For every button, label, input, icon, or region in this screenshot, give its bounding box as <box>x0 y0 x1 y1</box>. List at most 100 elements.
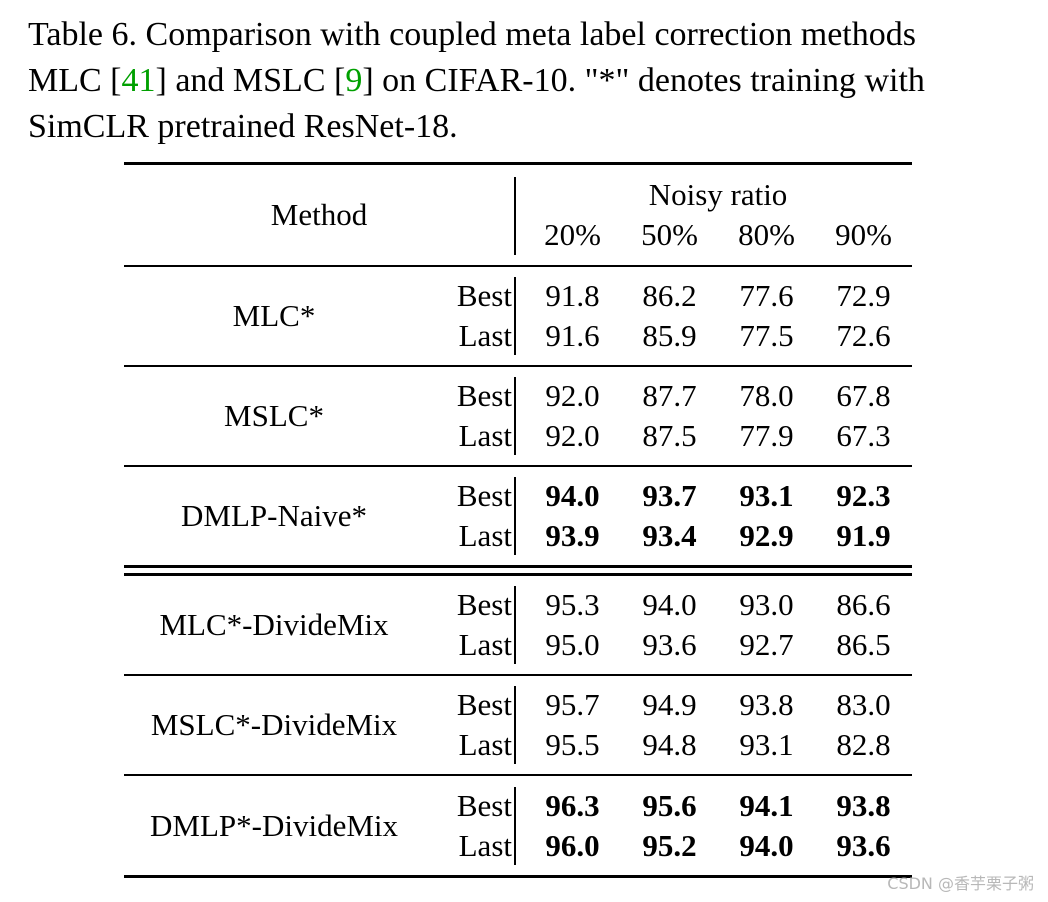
table-cell: 92.0 <box>545 378 600 413</box>
row-kind: Best <box>456 478 512 513</box>
row-kind: Best <box>456 587 512 622</box>
table-cell: 93.9 <box>545 518 600 553</box>
table-cell: 91.6 <box>545 318 600 353</box>
group-divider <box>514 776 524 875</box>
group-rule <box>124 774 912 776</box>
group-rule <box>124 674 912 676</box>
table-cell: 87.5 <box>642 418 697 453</box>
table-cell: 72.6 <box>836 318 891 353</box>
double-rule <box>124 565 912 576</box>
row-kind: Last <box>458 518 512 553</box>
method-name: MLC*-DivideMix <box>159 607 389 642</box>
group-divider <box>514 367 524 465</box>
group-rule <box>124 465 912 467</box>
value-column: 86.2 85.9 <box>621 267 718 365</box>
row-kind: Best <box>456 787 512 823</box>
header-divider <box>514 165 524 265</box>
row-kind: Best <box>456 278 512 313</box>
table-cell: 94.0 <box>545 478 600 513</box>
table-cell: 86.2 <box>642 278 697 313</box>
caption-line-1: Table 6. Comparison with coupled meta la… <box>28 16 916 53</box>
value-column: 92.3 91.9 <box>815 467 912 565</box>
value-column: 78.0 77.9 <box>718 367 815 465</box>
table-cell: 92.3 <box>836 478 891 513</box>
row-kind: Last <box>458 318 512 353</box>
table-cell: 93.1 <box>739 478 794 513</box>
value-column: 72.9 72.6 <box>815 267 912 365</box>
noisy-ratio-header: Noisy ratio 20% 50% 80% 90% <box>524 165 912 265</box>
table-cell: 95.3 <box>545 587 600 622</box>
value-column: 94.9 94.8 <box>621 676 718 774</box>
ratio-label: 50% <box>641 217 698 252</box>
group-divider <box>514 576 524 674</box>
table-cell: 87.7 <box>642 378 697 413</box>
table-cell: 95.6 <box>642 787 697 823</box>
value-column: 95.3 95.0 <box>524 576 621 674</box>
group-divider <box>514 676 524 774</box>
table-cell: 72.9 <box>836 278 891 313</box>
value-column: 94.0 93.6 <box>621 576 718 674</box>
value-column: 87.7 87.5 <box>621 367 718 465</box>
value-column: 86.6 86.5 <box>815 576 912 674</box>
method-name: MSLC*-DivideMix <box>150 707 398 742</box>
table-row-group: MSLC*-DivideMix Best Last 95.7 95.5 94.9… <box>124 676 912 774</box>
row-kind-column: Best Last <box>424 776 514 875</box>
table-cell: 93.6 <box>836 827 891 863</box>
value-column: 92.0 92.0 <box>524 367 621 465</box>
table-row-group: MLC* Best Last 91.8 91.6 86.2 85.9 77.6 … <box>124 267 912 365</box>
table-cell: 93.8 <box>836 787 891 823</box>
table-cell: 91.8 <box>545 278 600 313</box>
method-name: DMLP*-DivideMix <box>150 807 398 843</box>
row-kind: Last <box>458 627 512 662</box>
value-column: 94.0 93.9 <box>524 467 621 565</box>
table-row-group: DMLP*-DivideMix Best Last 96.3 96.0 95.6… <box>124 776 912 875</box>
row-kind-column: Best Last <box>424 467 514 565</box>
row-kind-column: Best Last <box>424 676 514 774</box>
caption-line-2-pre: MLC [ <box>28 62 122 99</box>
comparison-table: Method Noisy ratio 20% 50% 80% 90% MLC* … <box>124 162 912 878</box>
row-kind: Best <box>456 687 512 722</box>
group-divider <box>514 267 524 365</box>
table-cell: 94.9 <box>642 687 697 722</box>
table-cell: 67.8 <box>836 378 891 413</box>
value-column: 93.8 93.1 <box>718 676 815 774</box>
row-kind-column: Best Last <box>424 576 514 674</box>
table-cell: 95.2 <box>642 827 697 863</box>
row-kind: Last <box>458 827 512 863</box>
table-cell: 93.4 <box>642 518 697 553</box>
table-cell: 82.8 <box>836 727 891 762</box>
header-rule <box>124 265 912 267</box>
bottom-rule <box>124 875 912 878</box>
row-kind-column: Best Last <box>424 267 514 365</box>
table-cell: 96.3 <box>545 787 600 823</box>
table-header: Method Noisy ratio 20% 50% 80% 90% <box>124 165 912 265</box>
table-cell: 94.8 <box>642 727 697 762</box>
method-header: Method <box>270 197 368 232</box>
citation-link-9[interactable]: 9 <box>345 62 363 99</box>
table-cell: 94.0 <box>739 827 794 863</box>
table-cell: 77.9 <box>739 418 794 453</box>
table-cell: 92.9 <box>739 518 794 553</box>
value-column: 93.1 92.9 <box>718 467 815 565</box>
table-cell: 92.7 <box>739 627 794 662</box>
value-column: 95.7 95.5 <box>524 676 621 774</box>
value-column: 83.0 82.8 <box>815 676 912 774</box>
row-kind-column: Best Last <box>424 367 514 465</box>
method-name: MLC* <box>232 298 316 333</box>
value-column: 67.8 67.3 <box>815 367 912 465</box>
table-cell: 85.9 <box>642 318 697 353</box>
value-column: 91.8 91.6 <box>524 267 621 365</box>
ratio-label: 90% <box>835 217 892 252</box>
method-name: DMLP-Naive* <box>181 498 367 533</box>
table-row-group: MLC*-DivideMix Best Last 95.3 95.0 94.0 … <box>124 576 912 674</box>
citation-link-41[interactable]: 41 <box>121 62 156 99</box>
table-cell: 93.7 <box>642 478 697 513</box>
table-cell: 78.0 <box>739 378 794 413</box>
caption-line-2-post: ] on CIFAR-10. "*" denotes training with <box>362 62 925 99</box>
group-divider <box>514 467 524 565</box>
watermark: CSDN @香芋栗子粥 <box>887 874 1034 893</box>
table-cell: 93.0 <box>739 587 794 622</box>
table-cell: 95.0 <box>545 627 600 662</box>
group-rule <box>124 365 912 367</box>
ratio-labels: 20% 50% 80% 90% <box>524 215 912 255</box>
